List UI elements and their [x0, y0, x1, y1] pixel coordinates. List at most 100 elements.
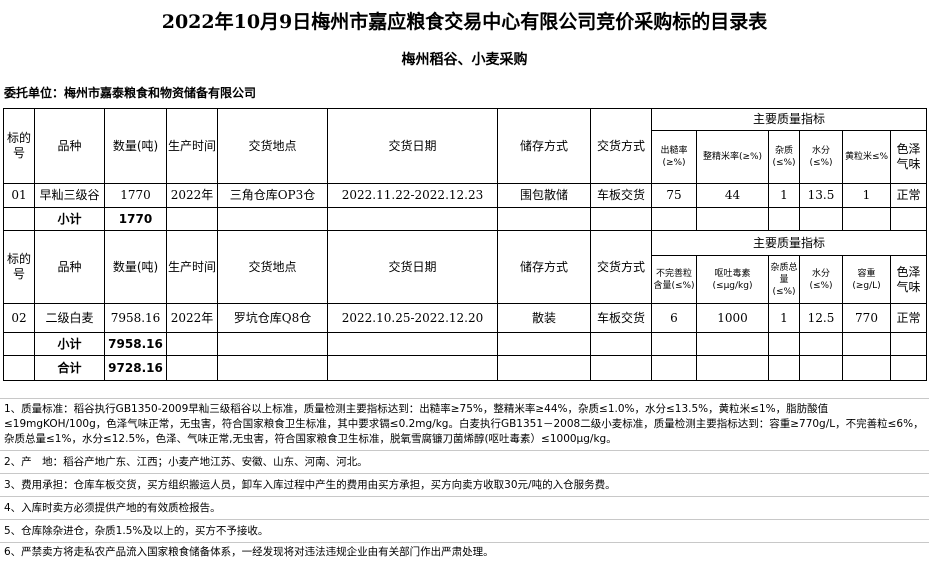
data-cell: 1	[842, 183, 891, 208]
data-cell: 1	[768, 303, 800, 333]
column-header: 交货地点	[217, 230, 328, 304]
empty-cell	[217, 355, 328, 381]
column-header: 标的号	[3, 230, 35, 304]
subtotal-label: 小计	[34, 332, 105, 356]
empty-cell	[768, 207, 800, 231]
column-header: 生产时间	[166, 108, 218, 184]
column-header: 交货日期	[327, 108, 498, 184]
consignor: 委托单位：梅州市嘉泰粮食和物资储备有限公司	[4, 86, 257, 100]
note-item: 4、入库时卖方必须提供产地的有效质检报告。	[0, 496, 929, 519]
data-cell: 罗坑仓库Q8仓	[217, 303, 328, 333]
empty-cell	[768, 332, 800, 356]
data-cell: 02	[3, 303, 35, 333]
empty-cell	[590, 332, 652, 356]
total-value: 9728.16	[104, 355, 167, 381]
subtotal-value: 1770	[104, 207, 167, 231]
empty-cell	[327, 332, 498, 356]
data-cell: 车板交货	[590, 183, 652, 208]
quality-column-header: 色泽气味	[890, 130, 927, 184]
empty-cell	[3, 207, 35, 231]
empty-cell	[842, 207, 891, 231]
column-header: 品种	[34, 108, 105, 184]
empty-cell	[217, 207, 328, 231]
column-header: 储存方式	[497, 108, 591, 184]
subtotal-value: 7958.16	[104, 332, 167, 356]
quality-header: 主要质量指标	[651, 108, 927, 131]
empty-cell	[768, 355, 800, 381]
note-item: 2、产 地：稻谷产地广东、江西；小麦产地江苏、安徽、山东、河南、河北。	[0, 450, 929, 473]
empty-cell	[696, 207, 769, 231]
data-cell: 6	[651, 303, 697, 333]
empty-cell	[166, 332, 218, 356]
data-cell: 三角仓库OP3仓	[217, 183, 328, 208]
data-cell: 7958.16	[104, 303, 167, 333]
data-cell: 75	[651, 183, 697, 208]
data-cell: 13.5	[799, 183, 843, 208]
data-cell: 正常	[890, 183, 927, 208]
quality-column-header: 整精米率(≥%)	[696, 130, 769, 184]
column-header: 生产时间	[166, 230, 218, 304]
subtotal-label: 小计	[34, 207, 105, 231]
empty-cell	[842, 332, 891, 356]
table-row: 01 早籼三级谷 1770 2022年 三角仓库OP3仓 2022.11.22-2022.…	[3, 183, 927, 208]
data-cell: 车板交货	[590, 303, 652, 333]
empty-cell	[327, 355, 498, 381]
empty-cell	[590, 355, 652, 381]
data-cell: 2022年	[166, 183, 218, 208]
table-rice: 标的号 品种 数量(吨) 生产时间 交货地点 交货日期 储存方式 交货方式 主要质量指标 出糙率(…	[3, 108, 927, 231]
column-header: 数量(吨)	[104, 108, 167, 184]
empty-cell	[166, 355, 218, 381]
total-label: 合计	[34, 355, 105, 381]
empty-cell	[166, 207, 218, 231]
column-header: 交货方式	[590, 230, 652, 304]
empty-cell	[799, 355, 843, 381]
empty-cell	[799, 332, 843, 356]
page-title: 2022年10月9日梅州市嘉应粮食交易中心有限公司竞价采购标的目录表	[161, 11, 768, 33]
data-cell: 44	[696, 183, 769, 208]
empty-cell	[651, 207, 697, 231]
data-cell: 01	[3, 183, 35, 208]
column-header: 标的号	[3, 108, 35, 184]
column-header: 交货方式	[590, 108, 652, 184]
notes: 1、质量标准：稻谷执行GB1350-2009早籼三级稻谷以上标准，质量检测主要指…	[0, 398, 929, 562]
quality-column-header: 不完善粒含量(≤%)	[651, 255, 697, 304]
header-row: 标的号 品种 数量(吨) 生产时间 交货地点 交货日期 储存方式 交货方式 主要质量指标	[3, 108, 927, 184]
empty-cell	[890, 207, 927, 231]
subheader-row: 出糙率(≥%) 整精米率(≥%) 杂质(≤%) 水分(≤%) 黄粒米≤% 色泽气味	[4, 130, 927, 184]
quality-column-header: 容重(≥g/L)	[842, 255, 891, 304]
note-item: 1、质量标准：稻谷执行GB1350-2009早籼三级稻谷以上标准，质量检测主要指…	[0, 398, 929, 450]
data-cell: 2022.11.22-2022.12.23	[327, 183, 498, 208]
note-item: 6、严禁卖方将走私农产品流入国家粮食储备体系，一经发现将对违法违规企业由有关部门…	[0, 542, 929, 562]
note-item: 3、费用承担：仓库车板交货，买方组织搬运人员，卸车入库过程中产生的费用由买方承担…	[0, 473, 929, 496]
empty-cell	[497, 355, 591, 381]
header-row: 标的号 品种 数量(吨) 生产时间 交货地点 交货日期 储存方式 交货方式 主要质量指标	[3, 230, 927, 304]
subtotal-row: 小计 7958.16	[3, 332, 927, 356]
empty-cell	[3, 332, 35, 356]
data-cell: 1000	[696, 303, 769, 333]
empty-cell	[217, 332, 328, 356]
column-header: 交货日期	[327, 230, 498, 304]
data-cell: 二级白麦	[34, 303, 105, 333]
table-wheat: 标的号 品种 数量(吨) 生产时间 交货地点 交货日期 储存方式 交货方式 主要质量指标 不完善粒…	[3, 230, 927, 381]
data-cell: 围包散储	[497, 183, 591, 208]
quality-column-header: 杂质总量(≤%)	[768, 255, 800, 304]
empty-cell	[696, 355, 769, 381]
data-cell: 正常	[890, 303, 927, 333]
quality-header: 主要质量指标	[651, 230, 927, 256]
column-header: 数量(吨)	[104, 230, 167, 304]
data-cell: 770	[842, 303, 891, 333]
empty-cell	[890, 332, 927, 356]
data-cell: 2022.10.25-2022.12.20	[327, 303, 498, 333]
empty-cell	[651, 332, 697, 356]
data-cell: 1	[768, 183, 800, 208]
data-cell: 2022年	[166, 303, 218, 333]
empty-cell	[3, 355, 35, 381]
column-header: 交货地点	[217, 108, 328, 184]
column-header: 储存方式	[497, 230, 591, 304]
quality-column-header: 杂质(≤%)	[768, 130, 800, 184]
quality-column-header: 水分(≤%)	[799, 255, 843, 304]
quality-column-header: 水分(≤%)	[799, 130, 843, 184]
quality-column-header: 出糙率(≥%)	[651, 130, 697, 184]
subtotal-row: 小计 1770	[3, 207, 927, 231]
empty-cell	[890, 355, 927, 381]
